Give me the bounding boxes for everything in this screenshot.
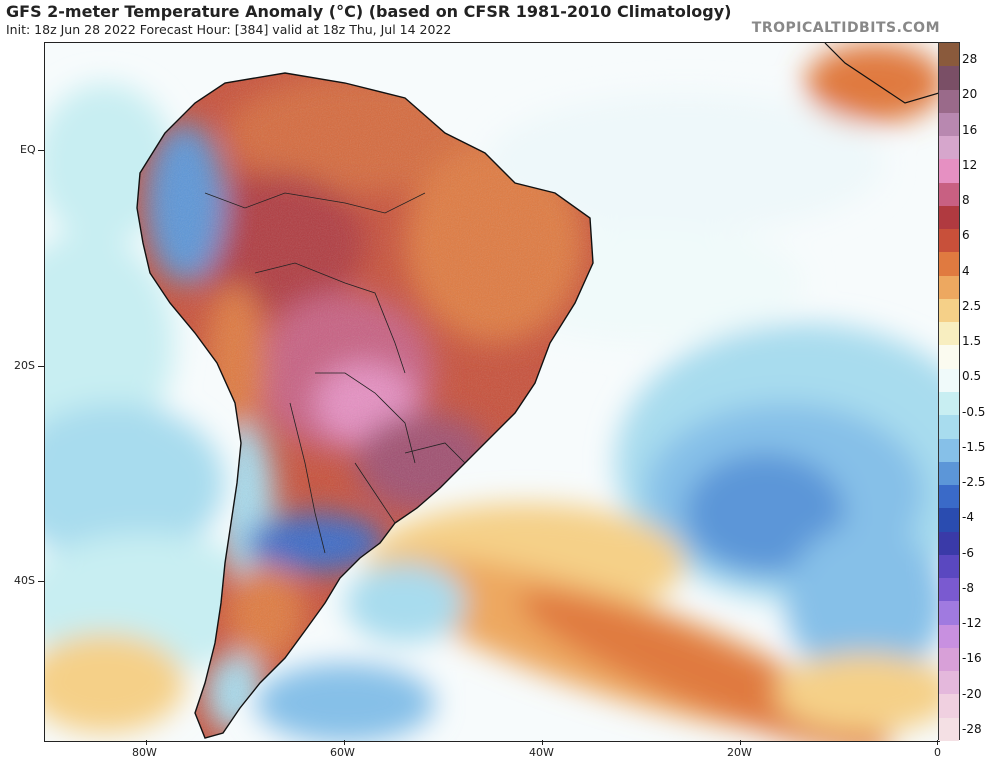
colorbar-label: -20 [962, 686, 982, 701]
brand-watermark[interactable]: TROPICALTIDBITS.COM [751, 20, 940, 36]
lat-tick [38, 366, 44, 367]
lon-tick [542, 740, 543, 745]
colorbar [938, 42, 960, 742]
colorbar-label: -6 [962, 545, 974, 560]
colorbar-label: -0.5 [962, 404, 986, 419]
lat-tick [38, 581, 44, 582]
colorbar-label: -12 [962, 616, 982, 631]
colorbar-label: -1.5 [962, 439, 986, 454]
colorbar-segment [939, 624, 959, 649]
colorbar-segment [939, 554, 959, 579]
colorbar-segment [939, 508, 959, 533]
lon-tick [937, 740, 938, 745]
colorbar-label: 1.5 [962, 334, 982, 349]
colorbar-segment [939, 415, 959, 440]
colorbar-label: 28 [962, 52, 978, 66]
colorbar-segment [939, 66, 959, 91]
map-title: GFS 2-meter Temperature Anomaly (°C) (ba… [6, 2, 732, 21]
colorbar-label: -16 [962, 651, 982, 666]
anomaly-map[interactable] [44, 42, 940, 742]
lat-label-20s: 20S [14, 359, 35, 372]
lon-tick [146, 740, 147, 745]
colorbar-segment [939, 159, 959, 184]
anomaly-field [45, 43, 939, 741]
colorbar-label: 20 [962, 87, 978, 102]
colorbar-segment [939, 461, 959, 486]
colorbar-label: 4 [962, 263, 970, 278]
lat-label-40s: 40S [14, 574, 35, 587]
colorbar-segment [939, 229, 959, 253]
lon-label-60w: 60W [330, 746, 355, 759]
coastline [136, 72, 594, 739]
colorbar-segment [939, 322, 959, 346]
colorbar-segment [939, 205, 959, 230]
colorbar-segment [939, 694, 959, 719]
colorbar-label: -8 [962, 580, 974, 595]
colorbar-segment [939, 438, 959, 463]
colorbar-segment [939, 252, 959, 277]
colorbar-segment [939, 601, 959, 626]
colorbar-segment [939, 298, 959, 323]
lat-label-eq: EQ [20, 143, 36, 156]
lon-tick [740, 740, 741, 745]
colorbar-label: -4 [962, 510, 974, 525]
colorbar-label: 8 [962, 193, 970, 208]
colorbar-label: 16 [962, 122, 978, 137]
lon-label-80w: 80W [132, 746, 157, 759]
colorbar-segment [939, 671, 959, 695]
colorbar-segment [939, 531, 959, 556]
lat-tick [38, 150, 44, 151]
lon-label-20w: 20W [727, 746, 752, 759]
colorbar-label: 2.5 [962, 298, 982, 313]
colorbar-segment [939, 182, 959, 207]
colorbar-segment [939, 136, 959, 160]
colorbar-segment [939, 485, 959, 509]
lon-tick [344, 740, 345, 745]
lon-label-40w: 40W [529, 746, 554, 759]
colorbar-label: -2.5 [962, 475, 986, 490]
colorbar-segment [939, 578, 959, 602]
colorbar-label: 6 [962, 228, 970, 243]
colorbar-segment [939, 112, 959, 137]
country-borders [204, 192, 466, 554]
map-subtitle: Init: 18z Jun 28 2022 Forecast Hour: [38… [6, 22, 452, 37]
africa-coastline [824, 43, 939, 104]
colorbar-segment [939, 89, 959, 114]
colorbar-label: 0.5 [962, 369, 982, 384]
colorbar-segment [939, 275, 959, 300]
lon-label-0: 0 [934, 746, 941, 759]
colorbar-label: -28 [962, 722, 982, 736]
colorbar-segment [939, 392, 959, 416]
colorbar-segment [939, 368, 959, 393]
colorbar-label: 12 [962, 157, 978, 172]
colorbar-segment [939, 43, 959, 67]
colorbar-segment [939, 647, 959, 672]
colorbar-segment [939, 717, 959, 742]
colorbar-segment [939, 345, 959, 370]
